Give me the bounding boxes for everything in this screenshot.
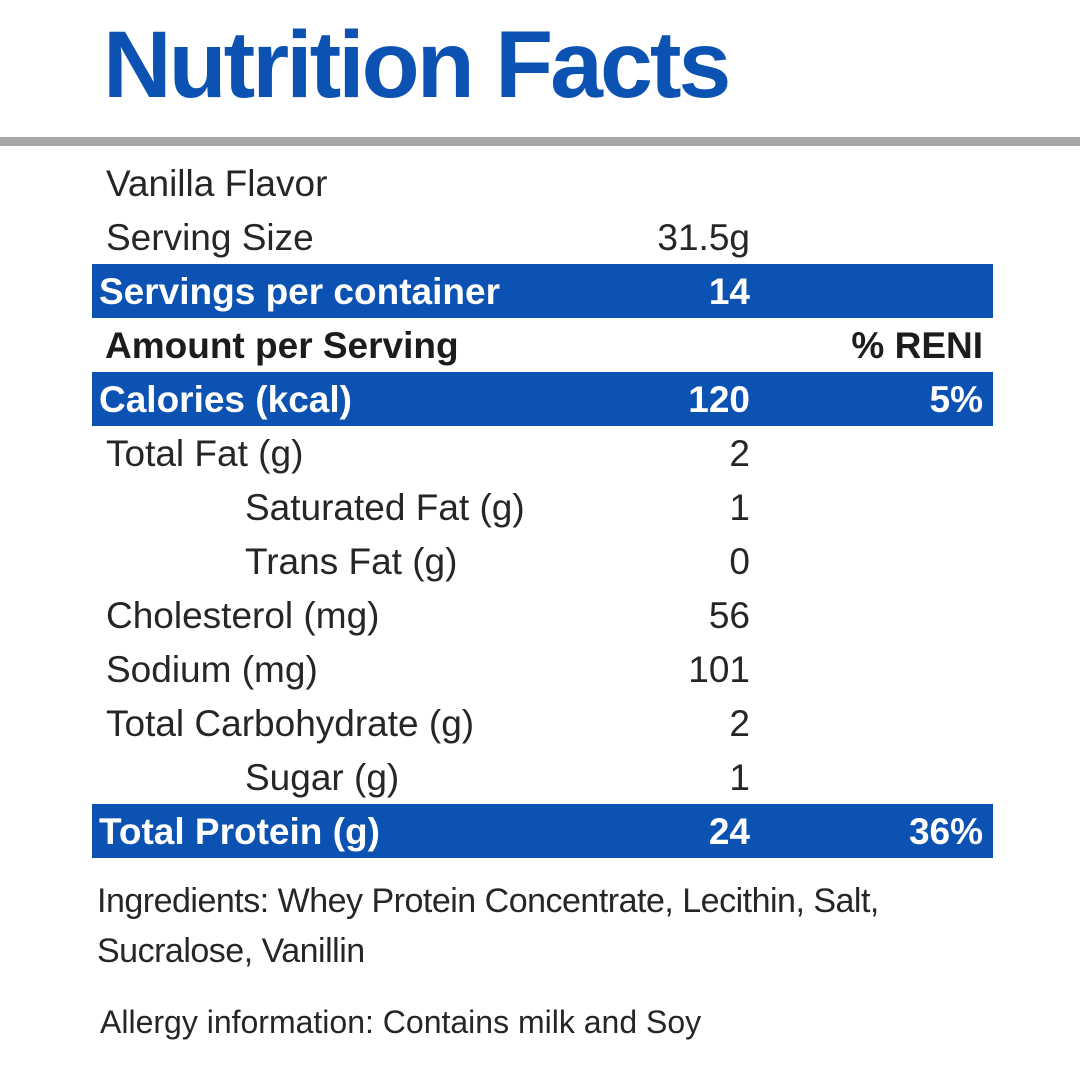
table-row-total-carbohydrate: Total Carbohydrate (g) 2 <box>92 696 993 750</box>
row-percent: 5% <box>929 378 983 420</box>
nutrition-table: Vanilla Flavor Serving Size 31.5g Servin… <box>92 156 993 858</box>
table-row-amount-per-serving: Amount per Serving % RENI <box>92 318 993 372</box>
row-value: 1 <box>729 486 750 528</box>
ingredients-text: Ingredients: Whey Protein Concentrate, L… <box>97 882 879 970</box>
table-row-sugar: Sugar (g) 1 <box>92 750 993 804</box>
allergy-text: Allergy information: Contains milk and S… <box>100 1004 702 1040</box>
row-label: Total Protein (g) <box>99 810 380 852</box>
page-title: Nutrition Facts <box>103 12 731 118</box>
row-label: Total Fat (g) <box>106 432 304 474</box>
table-row-cholesterol: Cholesterol (mg) 56 <box>92 588 993 642</box>
row-label: Servings per container <box>99 270 500 312</box>
row-value: 2 <box>729 702 750 744</box>
table-row-sodium: Sodium (mg) 101 <box>92 642 993 696</box>
row-value: 0 <box>729 540 750 582</box>
row-label: Cholesterol (mg) <box>106 594 380 636</box>
table-row-servings-per-container: Servings per container 14 <box>92 264 993 318</box>
row-label: Amount per Serving <box>105 324 459 366</box>
row-label: Calories (kcal) <box>99 378 352 420</box>
table-row-trans-fat: Trans Fat (g) 0 <box>92 534 993 588</box>
row-percent: % RENI <box>851 324 983 366</box>
table-row-serving-size: Serving Size 31.5g <box>92 210 993 264</box>
row-label: Serving Size <box>106 216 314 258</box>
row-label: Sugar (g) <box>245 756 400 798</box>
row-percent: 36% <box>908 810 983 852</box>
row-value: 56 <box>708 594 750 636</box>
row-label: Saturated Fat (g) <box>245 486 525 528</box>
row-value: 101 <box>688 648 750 690</box>
row-value: 24 <box>708 810 750 852</box>
row-label: Total Carbohydrate (g) <box>106 702 475 744</box>
row-value: 2 <box>729 432 750 474</box>
row-label: Vanilla Flavor <box>106 162 328 204</box>
table-row-flavor: Vanilla Flavor <box>92 156 993 210</box>
row-value: 1 <box>729 756 750 798</box>
table-row-saturated-fat: Saturated Fat (g) 1 <box>92 480 993 534</box>
table-row-total-protein: Total Protein (g) 24 36% <box>92 804 993 858</box>
row-value: 31.5g <box>657 216 750 258</box>
row-label: Trans Fat (g) <box>245 540 458 582</box>
table-row-calories: Calories (kcal) 120 5% <box>92 372 993 426</box>
row-label: Sodium (mg) <box>106 648 318 690</box>
title-divider <box>0 137 1080 146</box>
table-row-total-fat: Total Fat (g) 2 <box>92 426 993 480</box>
row-value: 14 <box>708 270 750 312</box>
row-value: 120 <box>688 378 750 420</box>
